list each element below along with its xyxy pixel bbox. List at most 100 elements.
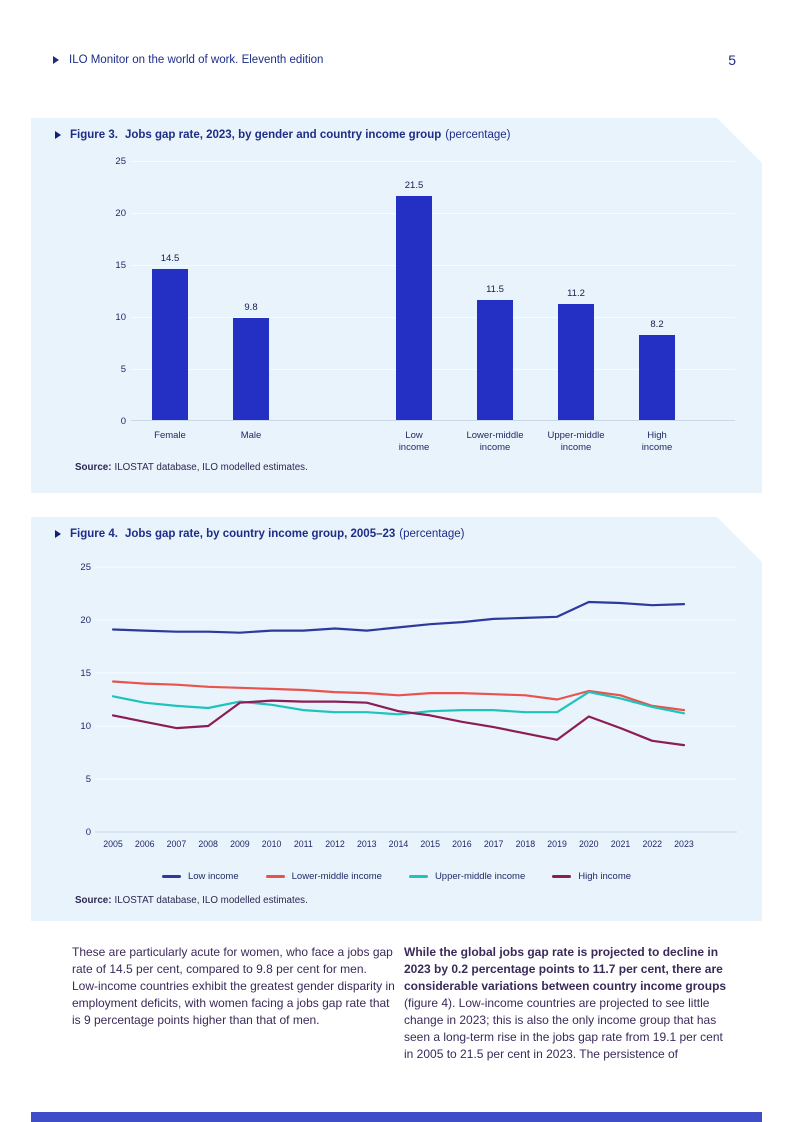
page-number: 5 — [728, 52, 736, 68]
bar-category-label: Male — [240, 430, 262, 441]
x-axis-tick: 2020 — [579, 839, 599, 849]
x-axis-tick: 2008 — [198, 839, 218, 849]
gridline — [131, 317, 735, 318]
x-axis-tick: 2007 — [166, 839, 187, 849]
legend-item-upper-middle-income: Upper-middle income — [409, 871, 525, 882]
bar-female — [152, 269, 188, 420]
bar-category-label: Low income — [398, 430, 430, 453]
figure3-bullet-triangle-icon — [55, 131, 61, 139]
x-axis-tick: 2023 — [674, 839, 694, 849]
line-high-income — [113, 701, 684, 746]
legend-item-high-income: High income — [552, 871, 631, 882]
gridline — [131, 213, 735, 214]
body-text-continuation: (figure 4). Low-income countries are pro… — [404, 996, 723, 1061]
page-footer-bar — [31, 1112, 762, 1122]
figure4-name: Jobs gap rate, by country income group, … — [124, 528, 396, 540]
low-income-line-swatch-icon — [162, 875, 181, 879]
x-axis-tick: 2019 — [547, 839, 567, 849]
x-axis-tick: 2005 — [103, 839, 123, 849]
x-axis-tick: 2011 — [293, 839, 313, 849]
bar-category-label: Female — [154, 430, 186, 441]
bar-category-label: Lower-middle income — [466, 430, 524, 453]
figure3-unit: (percentage) — [445, 129, 511, 141]
x-axis-tick: 2021 — [610, 839, 631, 849]
legend-label: Lower-middle income — [291, 871, 382, 882]
legend-item-lower-middle-income: Lower-middle income — [266, 871, 382, 882]
bar-value-label: 14.5 — [160, 253, 180, 265]
bar-upper-middle-income — [558, 304, 594, 420]
y-axis-tick: 10 — [115, 311, 126, 323]
x-axis-tick: 2013 — [356, 839, 377, 849]
bar-male — [233, 318, 269, 420]
bar-lower-middle-income — [477, 300, 513, 420]
lower-middle-income-line-swatch-icon — [266, 875, 285, 879]
figure3-label: Figure 3. — [70, 129, 118, 141]
figure4-legend: Low income Lower-middle income Upper-mid… — [31, 871, 762, 882]
figure3-source-text: ILOSTAT database, ILO modelled estimates… — [114, 462, 308, 473]
figure4-line-chart — [31, 517, 762, 921]
upper-middle-income-line-swatch-icon — [409, 875, 428, 879]
line-lower-middle-income — [113, 682, 684, 711]
figure3-source: Source: ILOSTAT database, ILO modelled es… — [75, 462, 308, 473]
figure4-unit: (percentage) — [399, 528, 465, 540]
bar-value-label: 11.2 — [567, 287, 585, 299]
figure3-panel: Figure 3. Jobs gap rate, 2023, by gender… — [31, 118, 762, 493]
legend-label: High income — [578, 871, 632, 882]
y-axis-tick: 0 — [85, 826, 91, 838]
body-text-bold-lead: While the global jobs gap rate is projec… — [404, 945, 727, 993]
y-axis-tick: 0 — [120, 415, 126, 427]
line-low-income — [113, 602, 684, 633]
y-axis-tick: 15 — [115, 259, 126, 271]
bar-high-income — [639, 335, 675, 420]
body-text-right-column: While the global jobs gap rate is projec… — [404, 944, 727, 1063]
figure4-label: Figure 4. — [70, 528, 118, 540]
figure4-title: Figure 4. Jobs gap rate, by country inco… — [55, 528, 465, 540]
figure3-name: Jobs gap rate, 2023, by gender and count… — [124, 129, 442, 141]
gridline — [131, 161, 735, 162]
bullet-triangle-icon — [53, 56, 59, 64]
figure4-source-label: Source: — [75, 895, 112, 906]
y-axis-tick: 25 — [80, 561, 91, 573]
x-axis-tick: 2015 — [420, 839, 440, 849]
figure4-source: Source: ILOSTAT database, ILO modelled es… — [75, 895, 308, 906]
document-title: ILO Monitor on the world of work. Eleven… — [69, 54, 324, 66]
x-axis-tick: 2018 — [515, 839, 536, 849]
figure3-bar-chart: 14.5 Female 9.8 Male 21.5 Low income 11.5 Lower… — [131, 161, 735, 421]
bar-low-income — [396, 196, 432, 420]
bar-value-label: 11.5 — [486, 284, 504, 296]
bar-category-label: High income — [641, 430, 673, 453]
y-axis-tick: 20 — [115, 207, 126, 219]
y-axis-tick: 20 — [80, 614, 91, 626]
figure3-title: Figure 3. Jobs gap rate, 2023, by gender… — [55, 129, 510, 141]
x-axis-tick: 2022 — [642, 839, 663, 849]
gridline — [131, 265, 735, 266]
body-text-left-column: These are particularly acute for women, … — [72, 945, 395, 1027]
x-axis-line — [131, 420, 735, 421]
figure4-source-text: ILOSTAT database, ILO modelled estimates… — [114, 895, 308, 906]
bar-value-label: 8.2 — [650, 318, 664, 330]
x-axis-tick: 2012 — [325, 839, 345, 849]
legend-label: Low income — [187, 871, 239, 882]
x-axis-tick: 2010 — [261, 839, 282, 849]
x-axis-tick: 2014 — [388, 839, 409, 849]
figure4-panel: Figure 4. Jobs gap rate, by country inco… — [31, 517, 762, 921]
bar-value-label: 21.5 — [404, 180, 424, 192]
line-upper-middle-income — [113, 692, 684, 714]
gridline — [131, 369, 735, 370]
page-header: ILO Monitor on the world of work. Eleven… — [53, 54, 323, 66]
y-axis-tick: 5 — [85, 773, 91, 785]
high-income-line-swatch-icon — [552, 875, 571, 879]
figure3-source-label: Source: — [75, 462, 112, 473]
bar-value-label: 9.8 — [244, 302, 258, 314]
legend-label: Upper-middle income — [434, 871, 526, 882]
x-axis-tick: 2006 — [134, 839, 155, 849]
y-axis-tick: 15 — [80, 667, 91, 679]
bar-category-label: Upper-middle income — [547, 430, 605, 453]
x-axis-tick: 2017 — [483, 839, 504, 849]
legend-item-low-income: Low income — [162, 871, 239, 882]
y-axis-tick: 5 — [120, 363, 126, 375]
y-axis-tick: 25 — [115, 155, 126, 167]
x-axis-tick: 2009 — [230, 839, 250, 849]
x-axis-tick: 2016 — [452, 839, 472, 849]
y-axis-tick: 10 — [80, 720, 91, 732]
